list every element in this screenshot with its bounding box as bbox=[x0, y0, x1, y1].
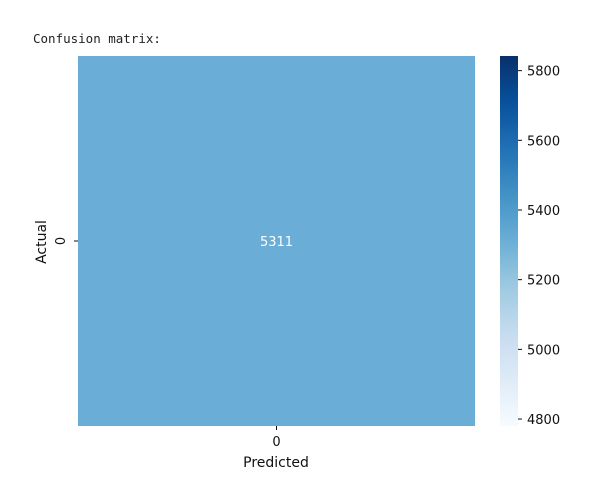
cell-annotation: 5311 bbox=[260, 235, 293, 250]
colorbar-gradient bbox=[500, 56, 518, 426]
output-text: Confusion matrix: bbox=[33, 31, 161, 46]
y-tick-label: 0 bbox=[54, 237, 69, 245]
colorbar-tick-label: 5000 bbox=[527, 343, 560, 358]
colorbar-tick-label: 5200 bbox=[527, 274, 560, 289]
colorbar-tick-label: 5600 bbox=[527, 134, 560, 149]
colorbar-tick-label: 4800 bbox=[527, 413, 560, 428]
colorbar-tick-label: 5800 bbox=[527, 65, 560, 80]
x-axis-label: Predicted bbox=[243, 455, 309, 471]
colorbar-tick-label: 5400 bbox=[527, 204, 560, 219]
x-tick-label: 0 bbox=[272, 435, 280, 450]
y-axis-label: Actual bbox=[34, 220, 50, 264]
colorbar: 4800 5000 5200 5400 5600 5800 bbox=[500, 56, 560, 428]
heatmap: 5311 0 0 bbox=[54, 56, 475, 450]
heatmap-cell bbox=[78, 56, 475, 426]
